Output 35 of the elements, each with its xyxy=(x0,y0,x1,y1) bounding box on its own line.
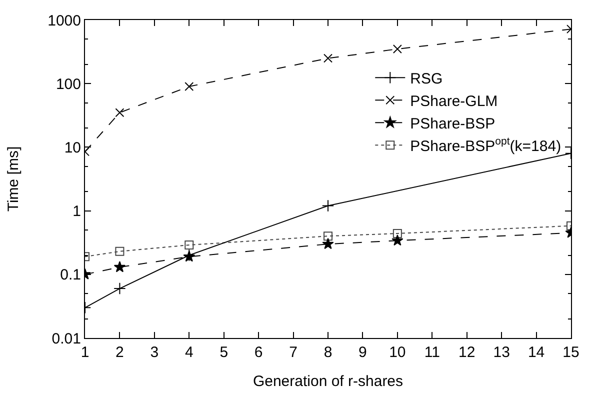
point xyxy=(392,228,402,238)
x-tick-label: 3 xyxy=(150,344,159,361)
x-tick-label: 12 xyxy=(458,344,476,361)
point xyxy=(392,44,402,54)
x-tick-label: 14 xyxy=(528,344,545,361)
point xyxy=(184,82,194,92)
legend-label: PShare-GLM xyxy=(410,92,498,110)
y-tick-label: 0.01 xyxy=(52,330,81,348)
x-tick-label: 11 xyxy=(424,344,440,361)
y-tick-label: 100 xyxy=(56,76,81,93)
point xyxy=(392,234,404,246)
x-tick-label: 6 xyxy=(254,344,263,361)
y-tick-label: 10 xyxy=(64,139,81,156)
x-tick-label: 13 xyxy=(493,344,510,361)
legend-label: RSG xyxy=(410,70,443,88)
x-axis-title: Generation of r-shares xyxy=(252,373,404,390)
x-tick-label: 5 xyxy=(220,344,228,361)
x-tick-label: 4 xyxy=(184,344,194,361)
y-tick-label: 1 xyxy=(72,203,81,220)
y-axis-title: Time [ms] xyxy=(4,146,22,212)
x-tick-label: 2 xyxy=(116,344,124,361)
y-tick-label: 0.1 xyxy=(60,266,81,284)
x-tick-label: 10 xyxy=(389,344,406,361)
y-tick-label: 1000 xyxy=(48,12,81,30)
x-tick-label: 8 xyxy=(324,344,332,361)
point xyxy=(324,54,332,63)
legend-label: PShare-BSP xyxy=(410,115,496,132)
x-tick-label: 7 xyxy=(289,344,298,361)
point xyxy=(184,240,194,250)
point xyxy=(322,238,334,250)
legend-label: PShare-BSP$^{opt}$(k=184) xyxy=(410,136,562,155)
x-tick-label: 15 xyxy=(562,344,580,361)
x-tick-label: 9 xyxy=(358,344,367,361)
point xyxy=(322,200,334,212)
point xyxy=(324,232,332,241)
